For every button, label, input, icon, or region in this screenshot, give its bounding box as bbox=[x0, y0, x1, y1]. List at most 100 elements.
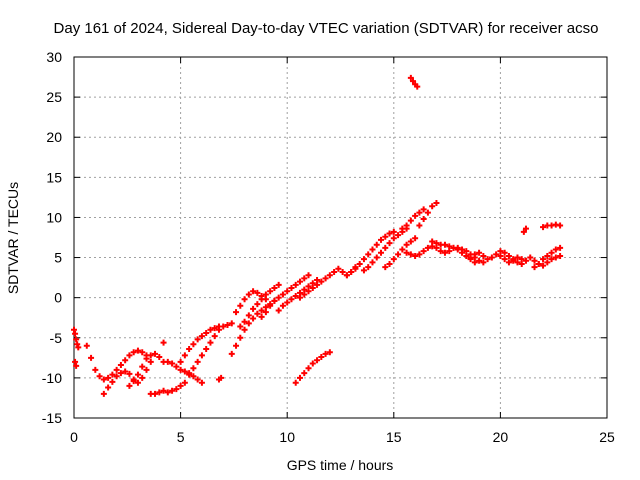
series-arc-4 bbox=[126, 350, 167, 389]
data-point bbox=[83, 342, 90, 349]
data-point bbox=[514, 259, 521, 266]
data-point bbox=[403, 222, 410, 229]
data-point bbox=[177, 366, 184, 373]
data-point bbox=[224, 321, 231, 328]
data-point bbox=[211, 333, 218, 340]
data-point bbox=[262, 296, 269, 303]
data-point bbox=[296, 294, 303, 301]
data-point bbox=[250, 305, 257, 312]
data-point bbox=[407, 238, 414, 245]
data-point bbox=[309, 285, 316, 292]
data-point bbox=[557, 252, 564, 259]
y-tick-label: -5 bbox=[50, 330, 63, 346]
data-point bbox=[548, 249, 555, 256]
data-point bbox=[139, 374, 146, 381]
data-point bbox=[105, 374, 112, 381]
data-point bbox=[476, 249, 483, 256]
data-point bbox=[279, 291, 286, 298]
data-point bbox=[130, 349, 137, 356]
x-tick-label: 5 bbox=[177, 429, 185, 445]
data-point bbox=[412, 235, 419, 242]
data-point bbox=[373, 241, 380, 248]
y-tick-label: -10 bbox=[42, 370, 62, 386]
data-point bbox=[471, 251, 478, 258]
data-point bbox=[433, 200, 440, 207]
data-point bbox=[279, 302, 286, 309]
grid-lines bbox=[74, 57, 607, 418]
data-point bbox=[373, 254, 380, 261]
data-point bbox=[134, 379, 141, 386]
data-point bbox=[314, 281, 321, 288]
data-point bbox=[305, 272, 312, 279]
data-point bbox=[109, 371, 116, 378]
data-point bbox=[501, 256, 508, 263]
data-point bbox=[258, 313, 265, 320]
data-point bbox=[378, 236, 385, 243]
data-point bbox=[301, 291, 308, 298]
data-point bbox=[271, 297, 278, 304]
axis-ticks bbox=[73, 56, 608, 419]
data-point bbox=[480, 259, 487, 266]
data-point bbox=[360, 267, 367, 274]
data-point bbox=[407, 217, 414, 224]
x-tick-label: 20 bbox=[493, 429, 509, 445]
y-tick-label: 5 bbox=[54, 250, 62, 266]
data-point bbox=[194, 336, 201, 343]
data-point bbox=[130, 378, 137, 385]
x-tick-label: 10 bbox=[279, 429, 295, 445]
data-point bbox=[152, 390, 159, 397]
data-point bbox=[382, 244, 389, 251]
data-point bbox=[117, 362, 124, 369]
y-tick-label: 25 bbox=[46, 89, 62, 105]
data-point bbox=[369, 259, 376, 266]
data-point bbox=[497, 248, 504, 255]
data-point bbox=[390, 228, 397, 235]
data-point bbox=[88, 354, 95, 361]
data-point bbox=[181, 379, 188, 386]
data-point bbox=[484, 256, 491, 263]
data-point bbox=[143, 366, 150, 373]
data-point bbox=[322, 350, 329, 357]
data-point bbox=[105, 384, 112, 391]
data-point bbox=[190, 341, 197, 348]
data-point bbox=[126, 352, 133, 359]
data-point bbox=[113, 366, 120, 373]
data-point bbox=[548, 256, 555, 263]
data-point bbox=[258, 293, 265, 300]
data-point bbox=[233, 342, 240, 349]
data-point bbox=[220, 323, 227, 330]
series-arc-30 bbox=[160, 339, 167, 346]
data-point bbox=[169, 360, 176, 367]
data-point bbox=[420, 216, 427, 223]
data-point bbox=[476, 257, 483, 264]
data-point bbox=[117, 370, 124, 377]
data-point bbox=[198, 352, 205, 359]
data-point bbox=[156, 354, 163, 361]
data-point bbox=[309, 360, 316, 367]
data-point bbox=[446, 243, 453, 250]
data-point bbox=[386, 230, 393, 237]
data-point bbox=[424, 244, 431, 251]
data-point bbox=[134, 347, 141, 354]
data-point bbox=[420, 206, 427, 213]
data-point bbox=[186, 346, 193, 353]
data-point bbox=[488, 254, 495, 261]
data-point bbox=[557, 222, 564, 229]
data-point bbox=[241, 326, 248, 333]
data-point bbox=[186, 371, 193, 378]
data-point bbox=[233, 309, 240, 316]
data-point bbox=[382, 264, 389, 271]
data-point bbox=[395, 251, 402, 258]
series-arc-29 bbox=[215, 374, 225, 383]
data-point bbox=[531, 264, 538, 271]
data-point bbox=[557, 244, 564, 251]
series-arc-16 bbox=[343, 228, 397, 279]
data-point bbox=[74, 341, 81, 348]
data-point bbox=[480, 252, 487, 259]
data-point bbox=[437, 248, 444, 255]
data-point bbox=[271, 285, 278, 292]
data-point bbox=[390, 256, 397, 263]
data-point bbox=[284, 288, 291, 295]
series-arc-17 bbox=[360, 225, 410, 274]
series-arc-15 bbox=[292, 349, 333, 386]
